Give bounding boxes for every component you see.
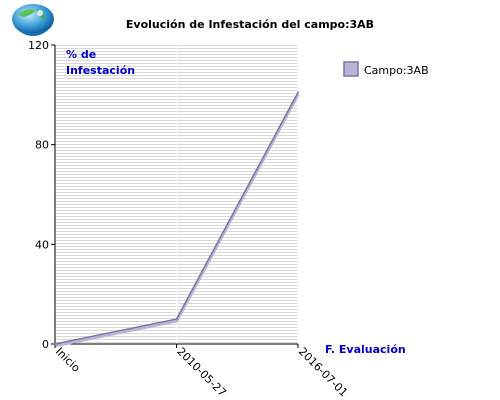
y-tick-label: 120 bbox=[28, 39, 49, 52]
y-tick-label: 0 bbox=[42, 338, 49, 351]
y-axis-title-line1: % de bbox=[66, 48, 96, 61]
globe-hands-logo bbox=[12, 4, 54, 36]
y-axis-ticks: 0 40 80 120 bbox=[28, 39, 55, 351]
legend-label: Campo:3AB bbox=[364, 64, 429, 77]
series-line-shadow bbox=[55, 93, 300, 348]
legend-swatch bbox=[343, 61, 359, 77]
x-tick-label: Inicio bbox=[53, 345, 83, 375]
chart-title: Evolución de Infestación del campo:3AB bbox=[126, 18, 374, 31]
y-axis-title-line2: Infestación bbox=[66, 64, 135, 77]
series-group bbox=[54, 91, 300, 348]
y-tick-label: 80 bbox=[35, 139, 49, 152]
y-tick-label: 40 bbox=[35, 238, 49, 251]
data-point bbox=[297, 91, 299, 94]
x-axis-title: F. Evaluación bbox=[325, 343, 406, 356]
data-point bbox=[54, 343, 56, 345]
x-axis-ticks: Inicio 2010-05-27 2016-07-01 bbox=[53, 344, 350, 399]
data-point bbox=[175, 318, 178, 321]
x-tick-label: 2010-05-27 bbox=[174, 345, 228, 399]
